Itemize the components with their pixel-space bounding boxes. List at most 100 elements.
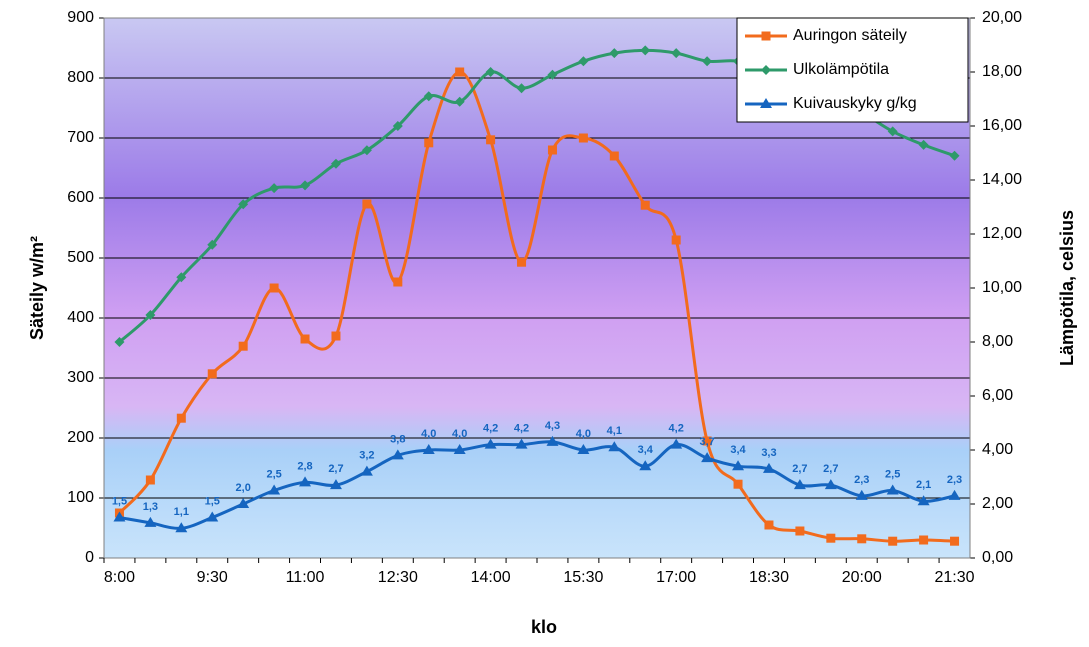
y-tick-label: 900 bbox=[67, 9, 94, 26]
value-label: 4,2 bbox=[669, 423, 684, 435]
marker bbox=[392, 121, 403, 131]
value-label: 3,4 bbox=[638, 444, 654, 456]
value-label: 1,3 bbox=[143, 501, 158, 513]
marker bbox=[918, 139, 929, 150]
marker bbox=[888, 536, 898, 546]
marker bbox=[546, 435, 559, 446]
marker bbox=[360, 465, 373, 476]
y-tick-label: 500 bbox=[67, 249, 94, 266]
marker bbox=[516, 83, 527, 94]
marker bbox=[361, 145, 372, 156]
marker bbox=[761, 31, 771, 41]
marker bbox=[238, 341, 248, 351]
marker bbox=[453, 444, 466, 454]
marker bbox=[486, 135, 496, 145]
value-label: 2,8 bbox=[297, 460, 312, 472]
x-tick-label: 8:00 bbox=[104, 569, 135, 586]
x-tick-label: 20:00 bbox=[842, 569, 882, 586]
marker bbox=[299, 476, 312, 487]
y-tick-label: 600 bbox=[67, 189, 94, 206]
marker bbox=[113, 511, 126, 522]
marker bbox=[268, 484, 281, 495]
marker bbox=[761, 65, 771, 75]
x-tick-label: 17:00 bbox=[656, 569, 696, 586]
x-tick-label: 12:30 bbox=[378, 569, 418, 586]
legend-label: Ulkolämpötila bbox=[793, 61, 889, 78]
y-tick-label: 300 bbox=[67, 369, 94, 386]
marker bbox=[145, 310, 156, 320]
y2-tick-label: 2,00 bbox=[982, 495, 1013, 512]
marker bbox=[639, 460, 652, 471]
value-label: 3,8 bbox=[390, 433, 405, 445]
marker bbox=[948, 489, 961, 500]
x-tick-label: 14:00 bbox=[471, 569, 511, 586]
marker bbox=[422, 444, 435, 454]
marker bbox=[640, 45, 651, 56]
marker bbox=[855, 489, 868, 500]
marker bbox=[391, 449, 404, 460]
value-label: 4,0 bbox=[576, 428, 591, 440]
marker bbox=[207, 369, 217, 379]
y-tick-label: 100 bbox=[67, 489, 94, 506]
marker bbox=[917, 495, 930, 506]
legend-label: Auringon säteily bbox=[793, 27, 907, 44]
value-label: 2,7 bbox=[328, 463, 343, 475]
x-tick-label: 15:30 bbox=[563, 569, 603, 586]
marker bbox=[733, 479, 743, 489]
y2-tick-label: 6,00 bbox=[982, 387, 1013, 404]
y2-tick-label: 12,00 bbox=[982, 225, 1022, 242]
y2-axis-label: Lämpötila, celsius bbox=[1057, 210, 1077, 366]
value-label: 4,3 bbox=[545, 420, 560, 432]
marker bbox=[269, 283, 279, 293]
x-axis-label: klo bbox=[531, 617, 557, 637]
y2-tick-label: 14,00 bbox=[982, 171, 1022, 188]
marker bbox=[609, 151, 619, 161]
marker bbox=[485, 67, 496, 77]
y2-tick-label: 8,00 bbox=[982, 333, 1013, 350]
marker bbox=[455, 67, 465, 77]
marker bbox=[701, 452, 714, 463]
value-label: 1,5 bbox=[112, 495, 127, 507]
y2-tick-label: 4,00 bbox=[982, 441, 1013, 458]
marker bbox=[608, 441, 621, 452]
marker bbox=[144, 516, 157, 527]
x-tick-label: 21:30 bbox=[935, 569, 975, 586]
y2-tick-label: 18,00 bbox=[982, 63, 1022, 80]
value-label: 1,5 bbox=[205, 495, 220, 507]
marker bbox=[826, 533, 836, 543]
marker bbox=[484, 438, 497, 449]
y2-tick-label: 0,00 bbox=[982, 549, 1013, 566]
y2-tick-label: 16,00 bbox=[982, 117, 1022, 134]
value-label: 2,7 bbox=[792, 463, 807, 475]
y-tick-label: 800 bbox=[67, 69, 94, 86]
marker bbox=[331, 331, 341, 341]
value-label: 2,5 bbox=[266, 468, 281, 480]
marker bbox=[114, 337, 125, 347]
y-tick-label: 400 bbox=[67, 309, 94, 326]
value-label: 4,0 bbox=[421, 428, 436, 440]
y-tick-label: 200 bbox=[67, 429, 94, 446]
marker bbox=[175, 522, 188, 533]
value-label: 4,2 bbox=[514, 423, 529, 435]
marker bbox=[237, 498, 250, 508]
x-tick-label: 9:30 bbox=[197, 569, 228, 586]
value-label: 1,1 bbox=[174, 506, 189, 518]
marker bbox=[269, 183, 280, 194]
value-label: 4,0 bbox=[452, 428, 467, 440]
marker bbox=[793, 479, 806, 490]
value-label: 2,3 bbox=[854, 474, 869, 486]
value-label: 3,7 bbox=[699, 436, 714, 448]
marker bbox=[176, 413, 186, 423]
marker bbox=[671, 48, 682, 59]
marker bbox=[176, 272, 187, 283]
value-label: 4,1 bbox=[607, 425, 622, 437]
marker bbox=[824, 479, 837, 490]
marker bbox=[547, 69, 558, 80]
marker bbox=[702, 436, 712, 446]
value-label: 2,3 bbox=[947, 474, 962, 486]
marker bbox=[393, 277, 403, 287]
marker bbox=[517, 257, 527, 267]
marker bbox=[857, 534, 867, 544]
marker bbox=[950, 536, 960, 546]
